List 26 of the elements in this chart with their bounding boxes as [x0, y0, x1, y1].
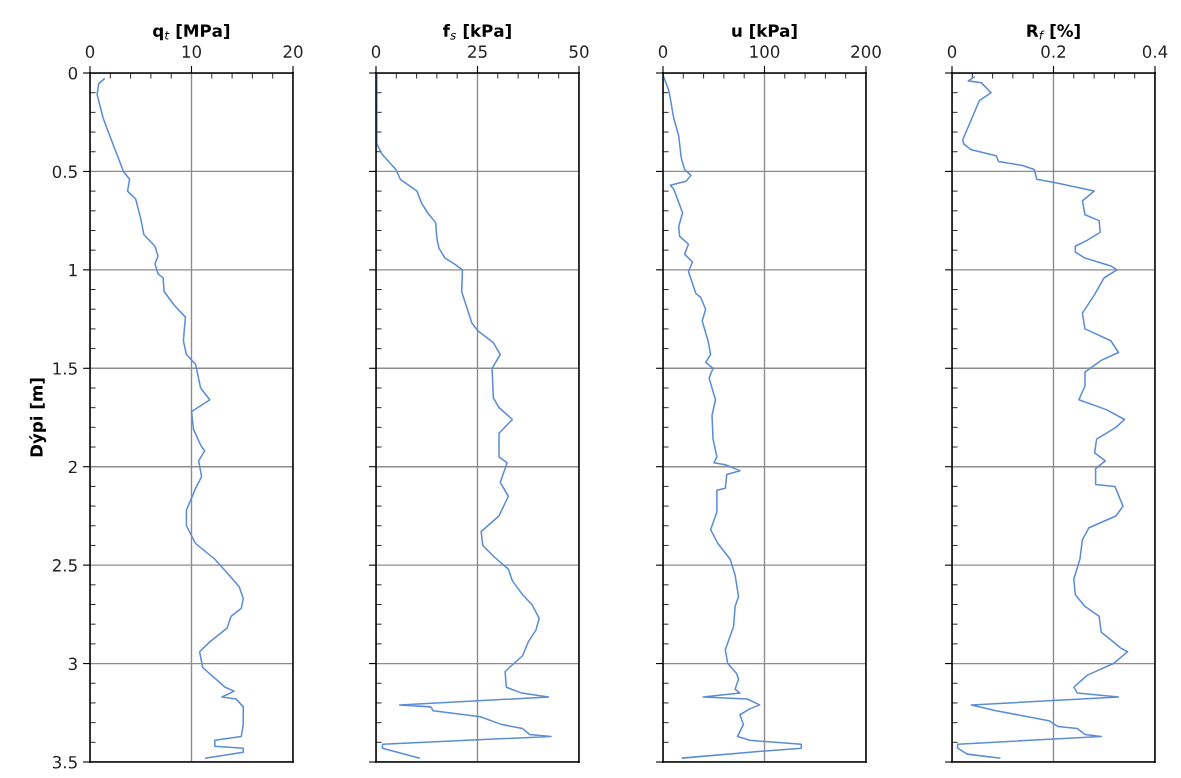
y-tick-label: 0	[68, 66, 78, 80]
x-tick-label: 200	[851, 45, 881, 58]
x-tick-label: 100	[750, 45, 780, 58]
x-tick-label: 0	[947, 45, 957, 58]
x-axis-title: q$_{t}$ [MPa]	[153, 24, 230, 41]
x-tick-label: 20	[283, 45, 303, 58]
y-tick-label: 3	[68, 657, 77, 671]
x-tick-label: 10	[182, 45, 201, 58]
x-axis-title: f$_{s}$ [kPa]	[442, 24, 511, 40]
y-tick-label: 0.5	[52, 165, 77, 178]
x-tick-label: 0.2	[1041, 45, 1066, 58]
x-tick-label: 0	[658, 45, 668, 58]
x-tick-label: 0	[85, 45, 95, 58]
y-axis-title: Dýpi [m]	[29, 378, 47, 457]
x-tick-label: 50	[569, 45, 589, 58]
line-series	[96, 78, 245, 759]
x-tick-label: 0.4	[1142, 45, 1168, 58]
x-tick-label: 0	[371, 45, 381, 58]
y-tick-label: 3.5	[52, 755, 77, 769]
x-axis-title: R$_{f}$ [%]	[1027, 24, 1080, 40]
y-tick-label: 1.5	[53, 362, 77, 375]
y-tick-label: 2.5	[52, 559, 77, 572]
x-axis-title: u [kPa]	[732, 24, 797, 39]
y-tick-label: 2	[68, 460, 77, 474]
x-tick-label: 25	[468, 45, 487, 58]
y-tick-label: 1	[69, 264, 77, 277]
